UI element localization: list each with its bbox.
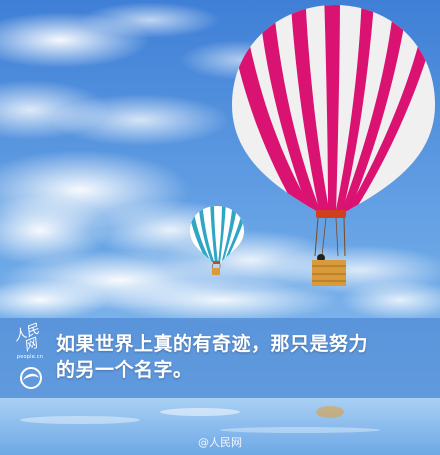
people-daily-logo: 人民网 people.cn: [12, 322, 48, 394]
caption-line-1: 如果世界上真的有奇迹，那只是努力: [56, 333, 369, 355]
logo-url-text: people.cn: [16, 354, 44, 360]
water: [0, 398, 440, 455]
caption-line-2: 的另一个名字。: [56, 359, 193, 381]
caption-text: 如果世界上真的有奇迹，那只是努力 的另一个名字。: [56, 331, 436, 383]
logo-script-text: 人民网: [11, 321, 42, 355]
watermark: @人民网: [198, 436, 242, 449]
caption-band: [0, 318, 440, 398]
logo-swirl-icon: [20, 367, 42, 389]
